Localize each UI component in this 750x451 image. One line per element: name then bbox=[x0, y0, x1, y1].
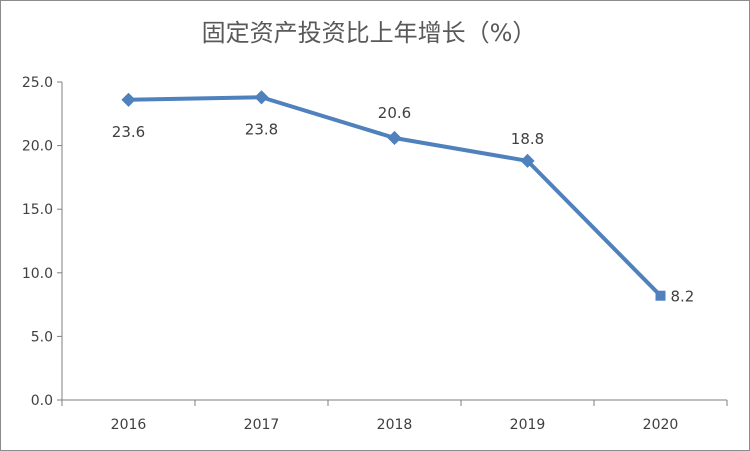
x-tick-label: 2018 bbox=[377, 417, 413, 433]
y-tick-label: 0.0 bbox=[31, 393, 53, 409]
data-label: 23.6 bbox=[112, 123, 145, 141]
y-axis: 0.0 5.0 10.0 15.0 20.0 25.0 bbox=[22, 75, 63, 409]
x-tick-label: 2020 bbox=[643, 417, 679, 433]
series bbox=[121, 90, 666, 301]
data-labels: 23.6 23.8 20.6 18.8 8.2 bbox=[112, 104, 695, 306]
y-tick-label: 10.0 bbox=[22, 266, 53, 282]
data-point-marker bbox=[254, 90, 269, 105]
x-tick-label: 2016 bbox=[111, 417, 147, 433]
x-tick-label: 2017 bbox=[244, 417, 280, 433]
data-point-marker bbox=[520, 153, 535, 168]
y-tick-label: 15.0 bbox=[22, 202, 53, 218]
x-tick-label: 2019 bbox=[510, 417, 546, 433]
x-axis: 2016 2017 2018 2019 2020 bbox=[61, 399, 728, 433]
data-label: 20.6 bbox=[378, 104, 411, 122]
y-tick-label: 5.0 bbox=[31, 329, 53, 345]
data-point-marker bbox=[121, 92, 136, 107]
data-label: 18.8 bbox=[511, 130, 544, 148]
data-point-marker bbox=[387, 130, 402, 146]
y-tick-label: 20.0 bbox=[22, 139, 53, 155]
series-line bbox=[126, 95, 663, 298]
data-point-marker bbox=[655, 290, 666, 301]
chart-title: 固定资产投资比上年增长（%） bbox=[202, 19, 537, 47]
y-tick-label: 25.0 bbox=[22, 75, 53, 91]
data-label: 23.8 bbox=[245, 120, 278, 138]
data-label: 8.2 bbox=[671, 288, 695, 306]
